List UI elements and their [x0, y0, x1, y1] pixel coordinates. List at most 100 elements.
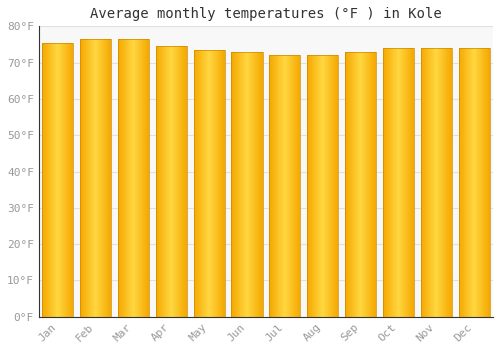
Bar — [209, 50, 210, 317]
Bar — [364, 52, 365, 317]
Bar — [94, 39, 95, 317]
Bar — [363, 52, 364, 317]
Bar — [443, 48, 444, 317]
Bar — [96, 39, 97, 317]
Bar — [235, 52, 236, 317]
Bar — [90, 39, 91, 317]
Bar — [248, 52, 249, 317]
Bar — [221, 50, 222, 317]
Bar — [383, 48, 384, 317]
Bar — [242, 52, 244, 317]
Bar — [92, 39, 93, 317]
Bar — [180, 46, 181, 317]
Bar — [468, 48, 469, 317]
Bar — [408, 48, 409, 317]
Bar — [67, 43, 68, 317]
Bar — [285, 55, 286, 317]
Bar — [483, 48, 484, 317]
Bar — [368, 52, 370, 317]
Bar — [389, 48, 390, 317]
Bar — [432, 48, 433, 317]
Bar — [216, 50, 217, 317]
Bar — [169, 46, 170, 317]
Bar — [347, 52, 348, 317]
Bar — [317, 55, 318, 317]
Bar — [72, 43, 74, 317]
Bar — [104, 39, 105, 317]
Bar — [384, 48, 385, 317]
Bar — [482, 48, 483, 317]
Bar — [175, 46, 176, 317]
Bar — [271, 55, 272, 317]
Bar — [80, 39, 82, 317]
Bar — [54, 43, 55, 317]
Bar — [245, 52, 246, 317]
Bar — [176, 46, 177, 317]
Bar — [423, 48, 424, 317]
Bar — [118, 39, 149, 317]
Bar — [433, 48, 434, 317]
Bar — [61, 43, 62, 317]
Bar — [270, 55, 300, 317]
Bar — [156, 46, 187, 317]
Bar — [109, 39, 110, 317]
Bar — [141, 39, 142, 317]
Bar — [316, 55, 317, 317]
Bar — [450, 48, 451, 317]
Bar — [119, 39, 120, 317]
Bar — [121, 39, 122, 317]
Bar — [390, 48, 391, 317]
Bar — [402, 48, 403, 317]
Bar — [478, 48, 479, 317]
Bar — [479, 48, 480, 317]
Bar — [257, 52, 258, 317]
Bar — [309, 55, 310, 317]
Bar — [222, 50, 223, 317]
Bar — [274, 55, 275, 317]
Bar — [88, 39, 89, 317]
Bar — [284, 55, 285, 317]
Bar — [422, 48, 423, 317]
Bar — [173, 46, 174, 317]
Bar — [400, 48, 401, 317]
Bar — [488, 48, 489, 317]
Bar — [55, 43, 56, 317]
Bar — [159, 46, 160, 317]
Bar — [57, 43, 58, 317]
Bar — [232, 52, 262, 317]
Bar — [42, 43, 43, 317]
Bar — [183, 46, 184, 317]
Bar — [105, 39, 106, 317]
Bar — [162, 46, 163, 317]
Bar — [424, 48, 425, 317]
Bar — [211, 50, 212, 317]
Bar — [174, 46, 175, 317]
Bar — [122, 39, 123, 317]
Bar — [291, 55, 292, 317]
Bar — [458, 48, 490, 317]
Bar — [165, 46, 166, 317]
Bar — [445, 48, 446, 317]
Bar — [337, 55, 338, 317]
Bar — [313, 55, 314, 317]
Bar — [435, 48, 436, 317]
Bar — [299, 55, 300, 317]
Bar — [461, 48, 462, 317]
Bar — [198, 50, 199, 317]
Bar — [170, 46, 172, 317]
Bar — [133, 39, 134, 317]
Bar — [89, 39, 90, 317]
Bar — [373, 52, 374, 317]
Bar — [166, 46, 167, 317]
Bar — [194, 50, 224, 317]
Bar — [146, 39, 147, 317]
Bar — [123, 39, 124, 317]
Bar — [434, 48, 435, 317]
Bar — [145, 39, 146, 317]
Bar — [350, 52, 352, 317]
Bar — [240, 52, 241, 317]
Bar — [325, 55, 326, 317]
Bar — [330, 55, 331, 317]
Bar — [50, 43, 51, 317]
Bar — [462, 48, 463, 317]
